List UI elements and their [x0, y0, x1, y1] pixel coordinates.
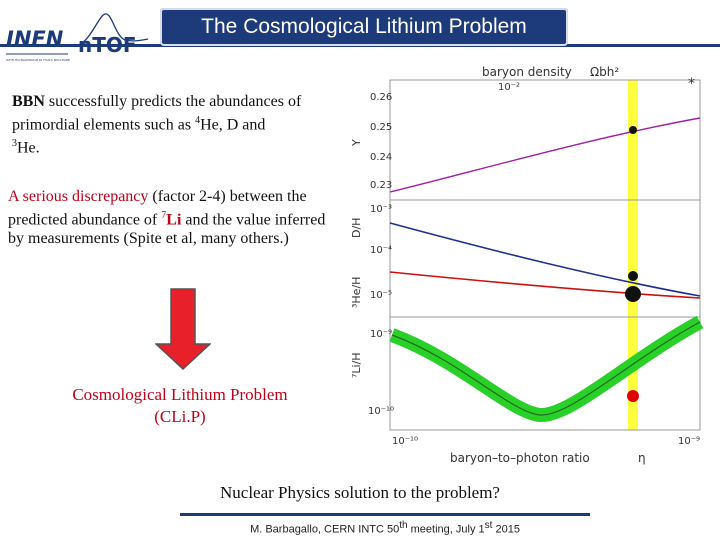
series-li7-band	[389, 315, 704, 422]
he3-sup: 3	[12, 138, 17, 150]
point-he3	[625, 286, 641, 302]
footer: M. Barbagallo, CERN INTC 50th meeting, J…	[180, 520, 590, 536]
ylabel-y: Y	[350, 139, 363, 147]
ntof-logo: nTOF	[74, 13, 149, 56]
point-y	[629, 126, 637, 134]
ytick-1e-9: 10⁻⁹	[370, 329, 392, 340]
infn-logo: INFN ISTITUTO NAZIONALE DI FISICA NUCLEA…	[6, 27, 70, 62]
title-box	[160, 8, 568, 46]
ytick-026: 0.26	[370, 92, 392, 103]
series-li7-curve	[391, 321, 701, 416]
xtick-1e-9: 10⁻⁹	[678, 436, 700, 447]
bbn-paragraph: BBN successfully predicts the abundances…	[12, 92, 342, 158]
point-dh	[628, 271, 638, 281]
bottom-axis-label: baryon–to–photon ratio	[450, 451, 590, 465]
bbn-text-a: successfully predicts the abundances of …	[12, 93, 302, 134]
plot-frame	[389, 79, 701, 431]
discrepancy-term: A serious discrepancy	[8, 188, 149, 205]
clip-heading: Cosmological Lithium Problem (CLi.P)	[30, 384, 330, 428]
ytick-025: 0.25	[370, 122, 392, 133]
point-li7	[627, 390, 639, 402]
ylabel-dh: D/H	[350, 218, 363, 238]
ytick-023: 0.23	[370, 180, 392, 191]
bbn-text-c: He.	[17, 139, 40, 157]
footer-c: 2015	[492, 523, 520, 536]
xtick-1e-10: 10⁻¹⁰	[392, 436, 418, 447]
li7-sup: 7	[161, 210, 167, 221]
corner-marker: *	[688, 76, 695, 92]
top-axis-symbol: Ωbh²	[590, 65, 619, 79]
footer-a: M. Barbagallo, CERN INTC 50	[250, 523, 400, 536]
he4-sup: 4	[195, 115, 201, 126]
down-arrow-icon	[155, 288, 211, 370]
discrepancy-text-a: (factor 2-4) between the predicted abund…	[8, 188, 307, 229]
footer-sup2: st	[484, 520, 493, 531]
discrepancy-paragraph: A serious discrepancy (factor 2-4) betwe…	[8, 187, 344, 248]
ytick-1e-4: 10⁻⁴	[370, 245, 392, 256]
series-he3-curve	[389, 271, 701, 299]
infn-logo-subtext: ISTITUTO NAZIONALE DI FISICA NUCLEARE	[6, 58, 70, 62]
ytick-024: 0.24	[370, 152, 392, 163]
footer-rule	[180, 513, 590, 516]
bbn-abundance-chart: baryon density Ωbh² 10⁻² * Y D/H ³He/H ⁷…	[350, 65, 704, 465]
discrepancy-text-b: and the value inferred by measurements (…	[8, 211, 326, 248]
ylabel-li7: ⁷Li/H	[350, 352, 363, 378]
eta-measurement-band	[628, 80, 638, 430]
li-term: Li	[166, 211, 182, 229]
ylabel-he3: ³He/H	[350, 277, 363, 308]
series-y-curve	[389, 117, 701, 193]
clip-line1: Cosmological Lithium Problem	[72, 385, 288, 404]
bbn-term: BBN	[12, 93, 45, 110]
bbn-text-b: He, D and	[200, 116, 266, 134]
question-text: Nuclear Physics solution to the problem?	[220, 483, 500, 502]
footer-sup1: th	[399, 520, 408, 531]
page-title: The Cosmological Lithium Problem	[201, 15, 527, 38]
footer-b: meeting, July 1	[407, 523, 485, 536]
ytick-1e-5: 10⁻⁵	[370, 290, 392, 301]
bottom-axis-symbol: η	[638, 451, 646, 465]
infn-logo-text: INFN	[6, 27, 64, 51]
top-axis-label: baryon density	[482, 65, 572, 79]
top-tick: 10⁻²	[498, 82, 520, 93]
ytick-1e-10: 10⁻¹⁰	[368, 406, 394, 417]
clip-line2: (CLi.P)	[154, 407, 206, 426]
ytick-1e-3: 10⁻³	[370, 204, 392, 215]
series-dh-curve	[389, 222, 701, 297]
